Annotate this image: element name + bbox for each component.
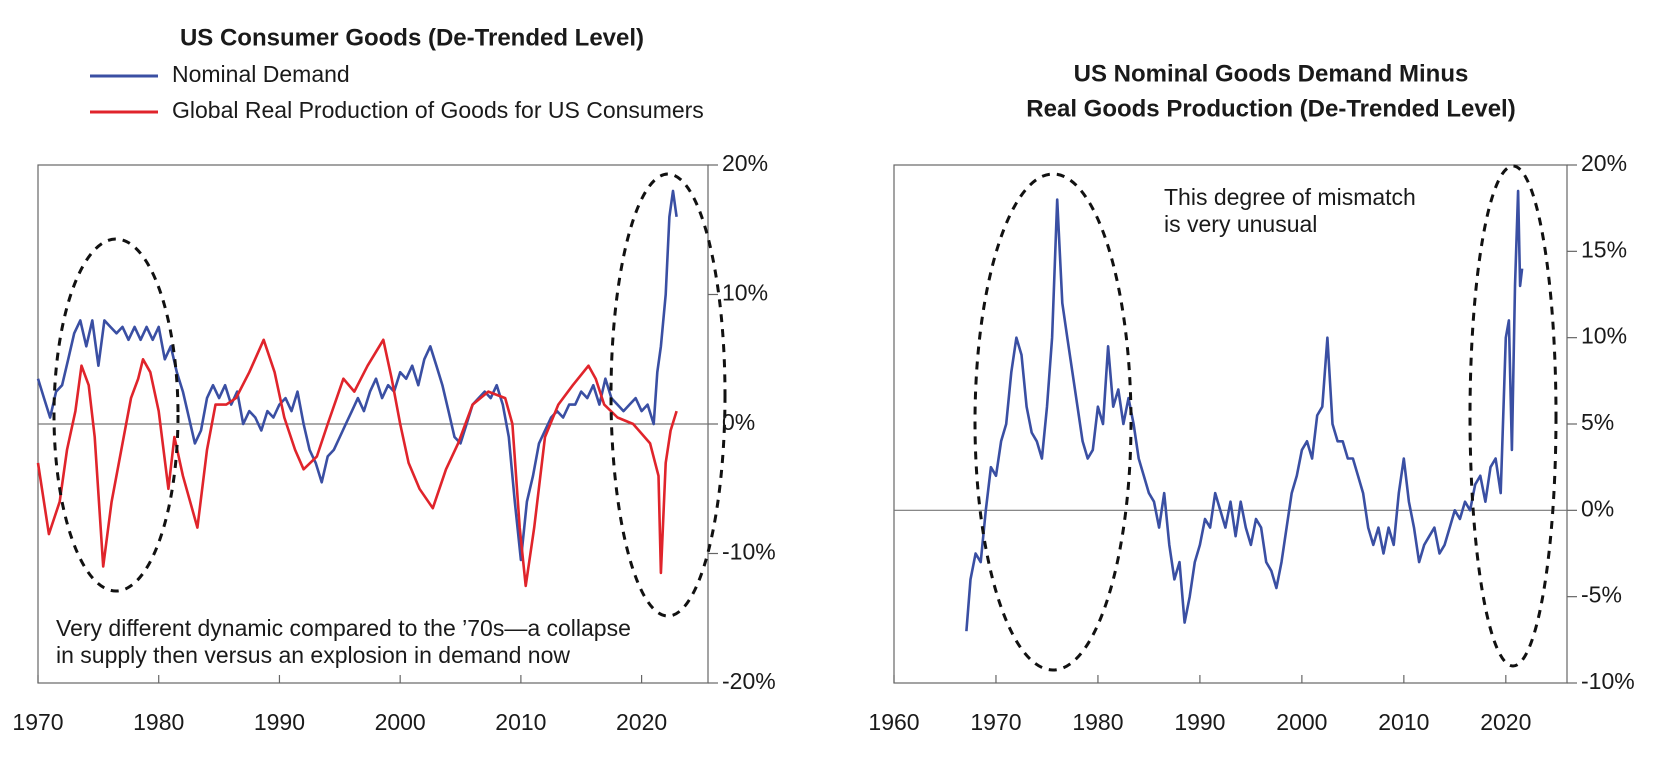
legend-label: Nominal Demand: [172, 61, 350, 87]
y-tick-label: 0%: [1581, 495, 1614, 521]
x-tick-label: 1970: [12, 709, 63, 735]
x-tick-label: 1980: [133, 709, 184, 735]
annotation: Very different dynamic compared to the ’…: [56, 615, 631, 641]
annotation: is very unusual: [1164, 211, 1317, 237]
x-tick-label: 1990: [254, 709, 305, 735]
annotation: This degree of mismatch: [1164, 184, 1416, 210]
x-tick-label: 2010: [495, 709, 546, 735]
annotation: in supply then versus an explosion in de…: [56, 642, 570, 668]
y-tick-label: -10%: [722, 539, 776, 565]
x-tick-label: 1980: [1072, 709, 1123, 735]
data-line: [36, 189, 678, 562]
y-tick-label: 10%: [722, 280, 768, 306]
y-tick-label: 20%: [722, 150, 768, 176]
highlight-ellipse: [52, 237, 180, 593]
y-tick-label: 15%: [1581, 236, 1627, 262]
y-tick-label: 20%: [1581, 150, 1627, 176]
y-tick-label: -20%: [722, 668, 776, 694]
y-tick-label: 5%: [1581, 409, 1614, 435]
legend-label: Global Real Production of Goods for US C…: [172, 97, 704, 123]
highlight-ellipse: [609, 172, 727, 618]
y-tick-label: 0%: [722, 409, 755, 435]
highlight-ellipse: [1468, 164, 1558, 668]
x-tick-label: 1990: [1174, 709, 1225, 735]
highlight-ellipse: [973, 172, 1133, 672]
x-tick-label: 2020: [616, 709, 667, 735]
x-tick-label: 2000: [1276, 709, 1327, 735]
data-line: [965, 189, 1524, 632]
x-tick-label: 1970: [970, 709, 1021, 735]
data-line: [36, 338, 678, 588]
x-tick-label: 2010: [1378, 709, 1429, 735]
y-tick-label: 10%: [1581, 323, 1627, 349]
y-tick-label: -10%: [1581, 668, 1635, 694]
y-tick-label: -5%: [1581, 582, 1622, 608]
x-tick-label: 2020: [1480, 709, 1531, 735]
x-tick-label: 2000: [375, 709, 426, 735]
plot-frame: [893, 164, 1568, 684]
x-tick-label: 1960: [868, 709, 919, 735]
chart-title: Real Goods Production (De-Trended Level): [1026, 95, 1515, 122]
chart-title: US Nominal Goods Demand Minus: [1074, 60, 1469, 87]
chart-title: US Consumer Goods (De-Trended Level): [180, 24, 644, 51]
